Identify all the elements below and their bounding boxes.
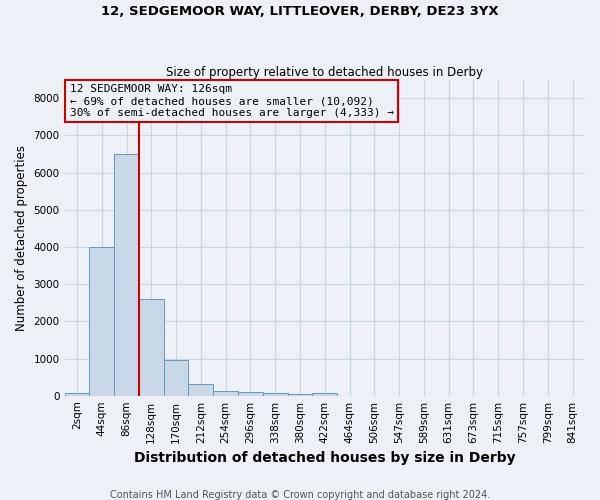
Bar [164, 360, 188, 396]
Title: Size of property relative to detached houses in Derby: Size of property relative to detached ho… [166, 66, 483, 78]
Bar [287, 394, 313, 396]
Bar [139, 299, 164, 396]
Bar [263, 393, 287, 396]
Bar [188, 384, 213, 396]
Bar [213, 391, 238, 396]
Text: Contains HM Land Registry data © Crown copyright and database right 2024.: Contains HM Land Registry data © Crown c… [110, 490, 490, 500]
Y-axis label: Number of detached properties: Number of detached properties [15, 144, 28, 330]
Bar [114, 154, 139, 396]
Bar [238, 392, 263, 396]
X-axis label: Distribution of detached houses by size in Derby: Distribution of detached houses by size … [134, 451, 515, 465]
Bar [65, 393, 89, 396]
Text: 12 SEDGEMOOR WAY: 126sqm
← 69% of detached houses are smaller (10,092)
30% of se: 12 SEDGEMOOR WAY: 126sqm ← 69% of detach… [70, 84, 394, 117]
Bar [313, 393, 337, 396]
Text: 12, SEDGEMOOR WAY, LITTLEOVER, DERBY, DE23 3YX: 12, SEDGEMOOR WAY, LITTLEOVER, DERBY, DE… [101, 5, 499, 18]
Bar [89, 247, 114, 396]
